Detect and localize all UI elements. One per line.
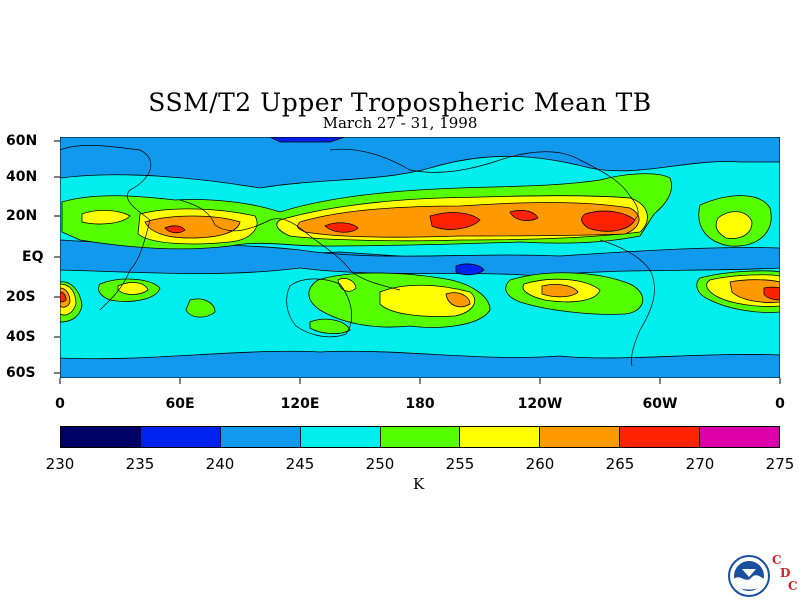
colorbar-tick-label: 275 <box>765 455 795 473</box>
lat-label: EQ <box>22 249 44 265</box>
colorbar-swatch <box>620 427 701 447</box>
colorbar-tick-label: 235 <box>125 455 155 473</box>
field-235-240-spot <box>455 263 485 276</box>
colorbar-tick-label: 230 <box>45 455 75 473</box>
map-title: SSM/T2 Upper Tropospheric Mean TB <box>148 88 652 117</box>
coastlines <box>60 145 655 367</box>
field-265-270-north <box>164 210 636 234</box>
cdc-letter: D <box>780 566 791 580</box>
lat-label: 20S <box>6 289 36 305</box>
colorbar-tick-label: 265 <box>605 455 635 473</box>
field-260-265-south <box>60 279 780 308</box>
colorbar-swatch <box>61 427 141 447</box>
colorbar-tick-label: 255 <box>445 455 475 473</box>
colorbar-swatch <box>540 427 621 447</box>
lon-label: 60W <box>642 396 678 412</box>
map-subtitle: March 27 - 31, 1998 <box>322 114 478 132</box>
cdc-letter: C <box>788 579 798 593</box>
colorbar-tick-label: 260 <box>525 455 555 473</box>
colorbar-swatch <box>700 427 780 447</box>
colorbar-tick-label: 240 <box>205 455 235 473</box>
cdc-logo: C D C <box>768 553 800 597</box>
field-240-245-equator <box>60 239 780 277</box>
field-255-260-east <box>715 211 753 239</box>
colorbar-swatch <box>140 427 221 447</box>
cdc-letter: C <box>772 553 782 567</box>
lat-label: 40S <box>6 329 36 345</box>
colorbar-tick-label: 245 <box>285 455 315 473</box>
lat-label: 20N <box>6 208 38 224</box>
lon-label: 180 <box>405 396 435 412</box>
colorbar-swatch <box>300 427 381 447</box>
lat-label: 60S <box>6 365 36 381</box>
lat-label: 40N <box>6 169 38 185</box>
lat-label: 60N <box>6 133 38 149</box>
colorbar-tick-label: 270 <box>685 455 715 473</box>
colorbar-tick-label: 250 <box>365 455 395 473</box>
field-265-270-south <box>60 286 780 303</box>
lon-label: 120W <box>517 396 563 412</box>
colorbar-swatch <box>220 427 301 447</box>
field-235-240 <box>269 137 346 143</box>
lon-label: 120E <box>280 396 320 412</box>
colorbar-swatch <box>460 427 541 447</box>
field-255-260-south <box>60 274 780 317</box>
lon-label: 0 <box>775 396 785 412</box>
colorbar <box>60 426 780 448</box>
lon-label: 0 <box>55 396 65 412</box>
noaa-logo-icon <box>728 555 770 597</box>
colorbar-swatch <box>380 427 461 447</box>
lon-label: 60E <box>165 396 195 412</box>
colorbar-unit: K <box>413 475 425 493</box>
